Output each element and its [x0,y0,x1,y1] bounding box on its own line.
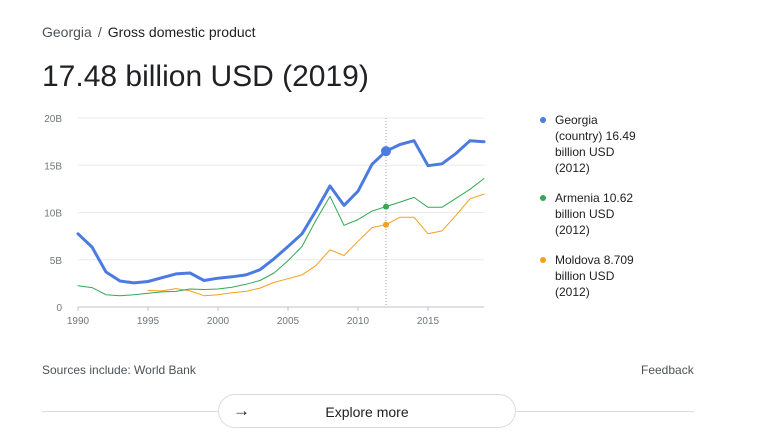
breadcrumb: Georgia / Gross domestic product [42,24,256,40]
highlight-point-moldova [383,221,389,228]
series-layer [76,139,486,297]
legend-label-armenia: Armenia 10.62 billion USD (2012) [555,191,634,237]
chart-legend: Georgia (country) 16.49 billion USD (201… [540,112,740,314]
highlight-point-armenia [383,203,389,210]
legend-dot-icon [540,195,546,201]
legend-item-armenia[interactable]: Armenia 10.62 billion USD (2012) [540,190,740,238]
x-tick-label: 1990 [67,316,90,327]
explore-more-label: Explore more [325,404,409,420]
x-tick-label: 2010 [347,316,370,327]
y-tick-label: 15B [44,161,62,172]
feedback-link[interactable]: Feedback [641,363,694,377]
legend-dot-icon [540,117,546,123]
series-line-moldova [147,193,485,297]
chart-grid [78,117,484,308]
legend-item-moldova[interactable]: Moldova 8.709 billion USD (2012) [540,252,740,300]
breadcrumb-separator: / [97,24,102,40]
series-line-georgia [76,139,486,285]
highlight-point-georgia [381,146,391,157]
y-tick-label: 20B [44,114,62,125]
x-axis: 1990 1995 2000 2005 2010 2015 [67,307,440,327]
arrow-right-icon: → [233,401,250,420]
legend-dot-icon [540,257,546,263]
sources-note: Sources include: World Bank [42,363,196,377]
y-tick-label: 5B [50,256,63,267]
legend-item-georgia[interactable]: Georgia (country) 16.49 billion USD (201… [540,112,740,176]
breadcrumb-parent[interactable]: Georgia [42,24,92,40]
y-tick-label: 0 [56,303,62,314]
legend-label-moldova: Moldova 8.709 billion USD (2012) [555,253,634,299]
y-tick-label: 10B [44,209,62,220]
breadcrumb-current: Gross domestic product [107,24,256,40]
x-tick-label: 1995 [137,316,160,327]
x-tick-label: 2015 [417,316,440,327]
x-tick-label: 2005 [277,316,300,327]
explore-more-button[interactable]: → Explore more [218,394,516,428]
y-axis: 0 5B 10B 15B 20B [44,114,62,314]
gdp-line-chart[interactable]: 0 5B 10B 15B 20B 1990 1995 2000 2005 2010 2015 [0,100,540,340]
series-line-armenia [77,178,485,297]
marker-layer [381,146,391,228]
headline-value: 17.48 billion USD (2019) [42,60,369,93]
x-tick-label: 2000 [207,316,230,327]
legend-label-georgia: Georgia (country) 16.49 billion USD (201… [555,113,636,175]
